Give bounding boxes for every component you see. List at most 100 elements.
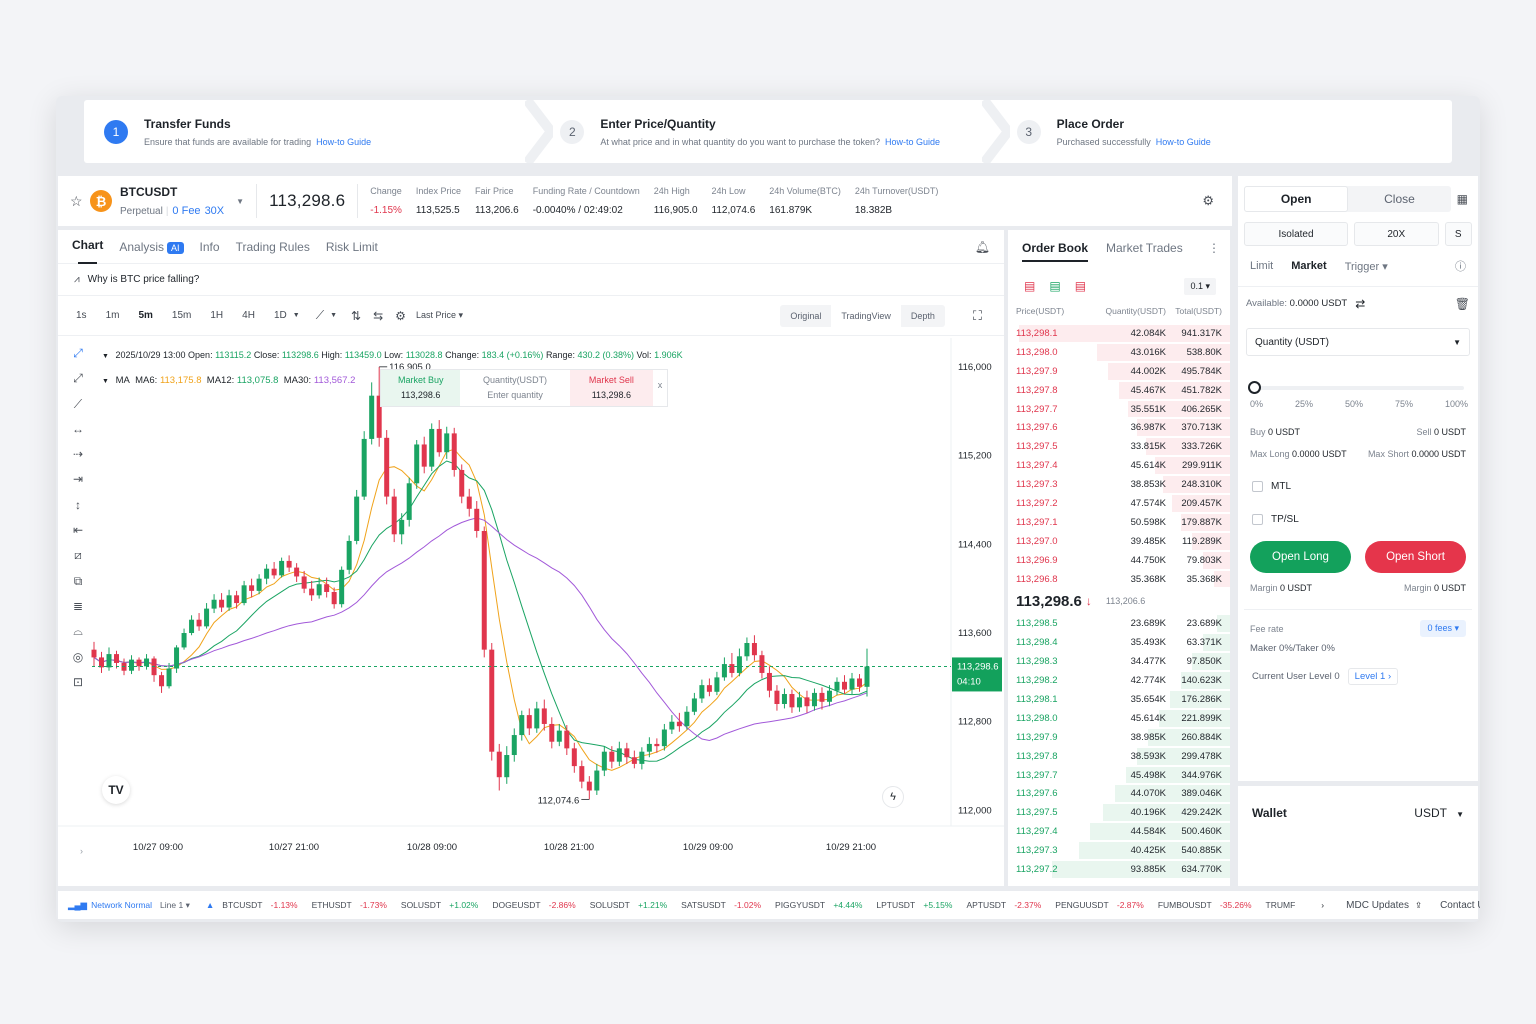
indicators-icon[interactable]: ⇅	[351, 308, 362, 323]
order-book-row[interactable]: 113,297.9 44.002K 495.784K	[1008, 362, 1230, 381]
chart-area[interactable]: 116,000 115,200 114,400 113,600 112,800 112,0…	[58, 338, 1004, 886]
horizontal-ray-icon[interactable]: ⇢	[72, 447, 84, 462]
ticker-item[interactable]: SOLUSDT +1.21%	[590, 900, 667, 910]
mtl-checkbox[interactable]: MTL	[1238, 481, 1478, 492]
lightning-icon[interactable]: ϟ	[882, 786, 904, 808]
tab-trading-rules[interactable]: Trading Rules	[235, 239, 310, 254]
quantity-slider[interactable]	[1248, 381, 1464, 394]
level-badge[interactable]: Level 1 ›	[1347, 668, 1399, 685]
order-book-row[interactable]: 113,297.7 35.551K 406.265K	[1008, 400, 1230, 419]
candlestick-chart[interactable]: 116,000 115,200 114,400 113,600 112,800 112,0…	[58, 338, 1004, 886]
view-tradingview[interactable]: TradingView	[831, 304, 901, 327]
line-chart-icon[interactable]: ⟋	[315, 308, 325, 322]
order-book-row[interactable]: 113,298.2 42.774K 140.623K	[1008, 671, 1230, 690]
price-source-select[interactable]: Last Price ▾	[415, 310, 463, 320]
trendline-tool-icon[interactable]: ⤢	[73, 371, 83, 386]
step-place-order[interactable]: 3 Place Order Purchased successfully How…	[996, 100, 1452, 163]
trash-icon[interactable]: 🗑︎	[1454, 296, 1470, 311]
order-book-row[interactable]: 113,298.5 23.689K 23.689K	[1008, 614, 1230, 633]
order-book-row[interactable]: 113,297.7 45.498K 344.976K	[1008, 766, 1230, 785]
step-transfer-funds[interactable]: 1 Transfer Funds Ensure that funds are a…	[84, 100, 554, 163]
order-book-row[interactable]: 113,297.8 45.467K 451.782K	[1008, 381, 1230, 400]
favorite-star-icon[interactable]: ☆	[70, 192, 83, 209]
ticker-item[interactable]: SOLUSDT +1.02%	[401, 900, 478, 910]
order-book-row[interactable]: 113,297.1 50.598K 179.887K	[1008, 513, 1230, 532]
tab-risk-limit[interactable]: Risk Limit	[325, 239, 378, 254]
calculator-icon[interactable]: ▦	[1456, 192, 1468, 206]
wallet-currency-select[interactable]: USDT ▼	[1414, 806, 1464, 820]
ticker-item[interactable]: LPTUSDT +5.15%	[876, 900, 952, 910]
order-book-row[interactable]: 113,297.6 44.070K 389.046K	[1008, 784, 1230, 803]
how-to-guide-link[interactable]: How-to Guide	[885, 136, 941, 147]
chevron-down-icon[interactable]: ▼	[102, 378, 109, 385]
fee-select[interactable]: 0 fees ▾	[1420, 620, 1466, 637]
info-icon[interactable]: ⓘ	[1455, 261, 1466, 273]
order-book-row[interactable]: 113,297.4 44.584K 500.460K	[1008, 822, 1230, 841]
order-book-row[interactable]: 113,297.3 38.853K 248.310K	[1008, 475, 1230, 494]
ticker-item[interactable]: BTCUSDT -1.13%	[222, 900, 297, 910]
market-buy-button[interactable]: Market Buy 113,298.6	[381, 370, 461, 406]
chevron-down-icon[interactable]: ▼	[330, 312, 338, 319]
fullscreen-icon[interactable]: ⛶	[972, 307, 982, 323]
book-asks-icon[interactable]: ▤	[1074, 279, 1087, 293]
order-book-row[interactable]: 113,297.9 38.985K 260.884K	[1008, 728, 1230, 747]
timeframe-1d[interactable]: 1D	[273, 310, 287, 321]
contact-us-link[interactable]: Contact Us	[1440, 899, 1480, 911]
pattern-tool-icon[interactable]: ⧉	[73, 573, 83, 588]
tpsl-checkbox[interactable]: TP/SL	[1238, 514, 1478, 525]
tab-info[interactable]: Info	[199, 239, 220, 254]
order-book-row[interactable]: 113,298.1 35.654K 176.286K	[1008, 690, 1230, 709]
ray-tool-icon[interactable]: ⟋	[73, 396, 83, 411]
ticker-item[interactable]: TRUMF	[1266, 900, 1302, 910]
horizontal-line-icon[interactable]: ↔	[72, 421, 84, 436]
tab-limit[interactable]: Limit	[1250, 260, 1274, 272]
compare-icon[interactable]: ⇆	[373, 308, 384, 323]
tab-chart[interactable]: Chart	[72, 238, 103, 264]
leverage-button[interactable]: 20X	[1354, 222, 1439, 246]
eye-icon[interactable]: ◎	[72, 649, 84, 664]
view-depth[interactable]: Depth	[910, 310, 935, 321]
book-bids-icon[interactable]: ▤	[1049, 279, 1061, 293]
order-book-row[interactable]: 113,298.4 35.493K 63.371K	[1008, 633, 1230, 652]
timeframe-1h[interactable]: 1H	[210, 310, 224, 321]
order-book-row[interactable]: 113,298.0 45.614K 221.899K	[1008, 709, 1230, 728]
timeframe-4h[interactable]: 4H	[242, 310, 255, 321]
tab-market-trades[interactable]: Market Trades	[1106, 241, 1183, 255]
text-tool-icon[interactable]: ≣	[72, 598, 84, 613]
order-book-row[interactable]: 113,297.2 47.574K 209.457K	[1008, 494, 1230, 513]
how-to-guide-link[interactable]: How-to Guide	[1155, 136, 1211, 147]
settings-sliders-icon[interactable]: ⚙	[1202, 193, 1214, 208]
tab-open[interactable]: Open	[1244, 186, 1349, 212]
tab-analysis[interactable]: Analysis AI	[119, 240, 184, 254]
tab-order-book[interactable]: Order Book	[1022, 241, 1089, 262]
order-book-row[interactable]: 113,298.0 43.016K 538.80K	[1008, 343, 1230, 362]
slider-knob[interactable]	[1248, 381, 1261, 394]
timeframe-1s[interactable]: 1s	[76, 310, 87, 321]
ai-question-bar[interactable]: ⩘ Why is BTC price falling?	[58, 264, 1004, 296]
timeframe-5m[interactable]: 5m	[138, 310, 153, 321]
order-book-row[interactable]: 113,297.6 36.987K 370.713K	[1008, 418, 1230, 437]
tradingview-logo-icon[interactable]: TV	[102, 776, 130, 804]
line-select[interactable]: Line 1 ▾	[160, 899, 190, 910]
bell-icon[interactable]: 🔔︎	[974, 239, 990, 254]
view-original[interactable]: Original	[790, 310, 822, 321]
pct-label[interactable]: 0%	[1250, 399, 1264, 409]
pct-label[interactable]: 100%	[1444, 399, 1468, 409]
checkbox-box[interactable]	[1252, 514, 1263, 525]
how-to-guide-link[interactable]: How-to Guide	[316, 136, 372, 147]
magnet-icon[interactable]: ⌓	[73, 624, 83, 639]
order-book-row[interactable]: 113,297.5 33.815K 333.726K	[1008, 437, 1230, 456]
gear-icon[interactable]: ⚙	[395, 308, 406, 323]
quantity-unit-select[interactable]: Quantity (USDT) ▼	[1246, 328, 1470, 356]
order-book-row[interactable]: 113,297.5 40.196K 429.242K	[1008, 803, 1230, 822]
pct-label[interactable]: 75%	[1394, 399, 1413, 409]
ticker-item[interactable]: FUMBOUSDT -35.26%	[1158, 900, 1252, 910]
chevron-down-icon[interactable]: ▼	[236, 196, 245, 206]
step-enter-price[interactable]: 2 Enter Price/Quantity At what price and…	[539, 100, 1010, 163]
order-book-row[interactable]: 113,298.1 42.084K 941.317K	[1008, 324, 1230, 343]
tab-market[interactable]: Market	[1291, 260, 1327, 272]
chevron-down-icon[interactable]: ▼	[102, 353, 109, 360]
timeframe-15m[interactable]: 15m	[171, 310, 192, 321]
symbol-selector[interactable]: BTCUSDT Perpetual | 0 Fee 30X	[120, 185, 225, 217]
book-both-icon[interactable]: ▤	[1024, 279, 1036, 293]
